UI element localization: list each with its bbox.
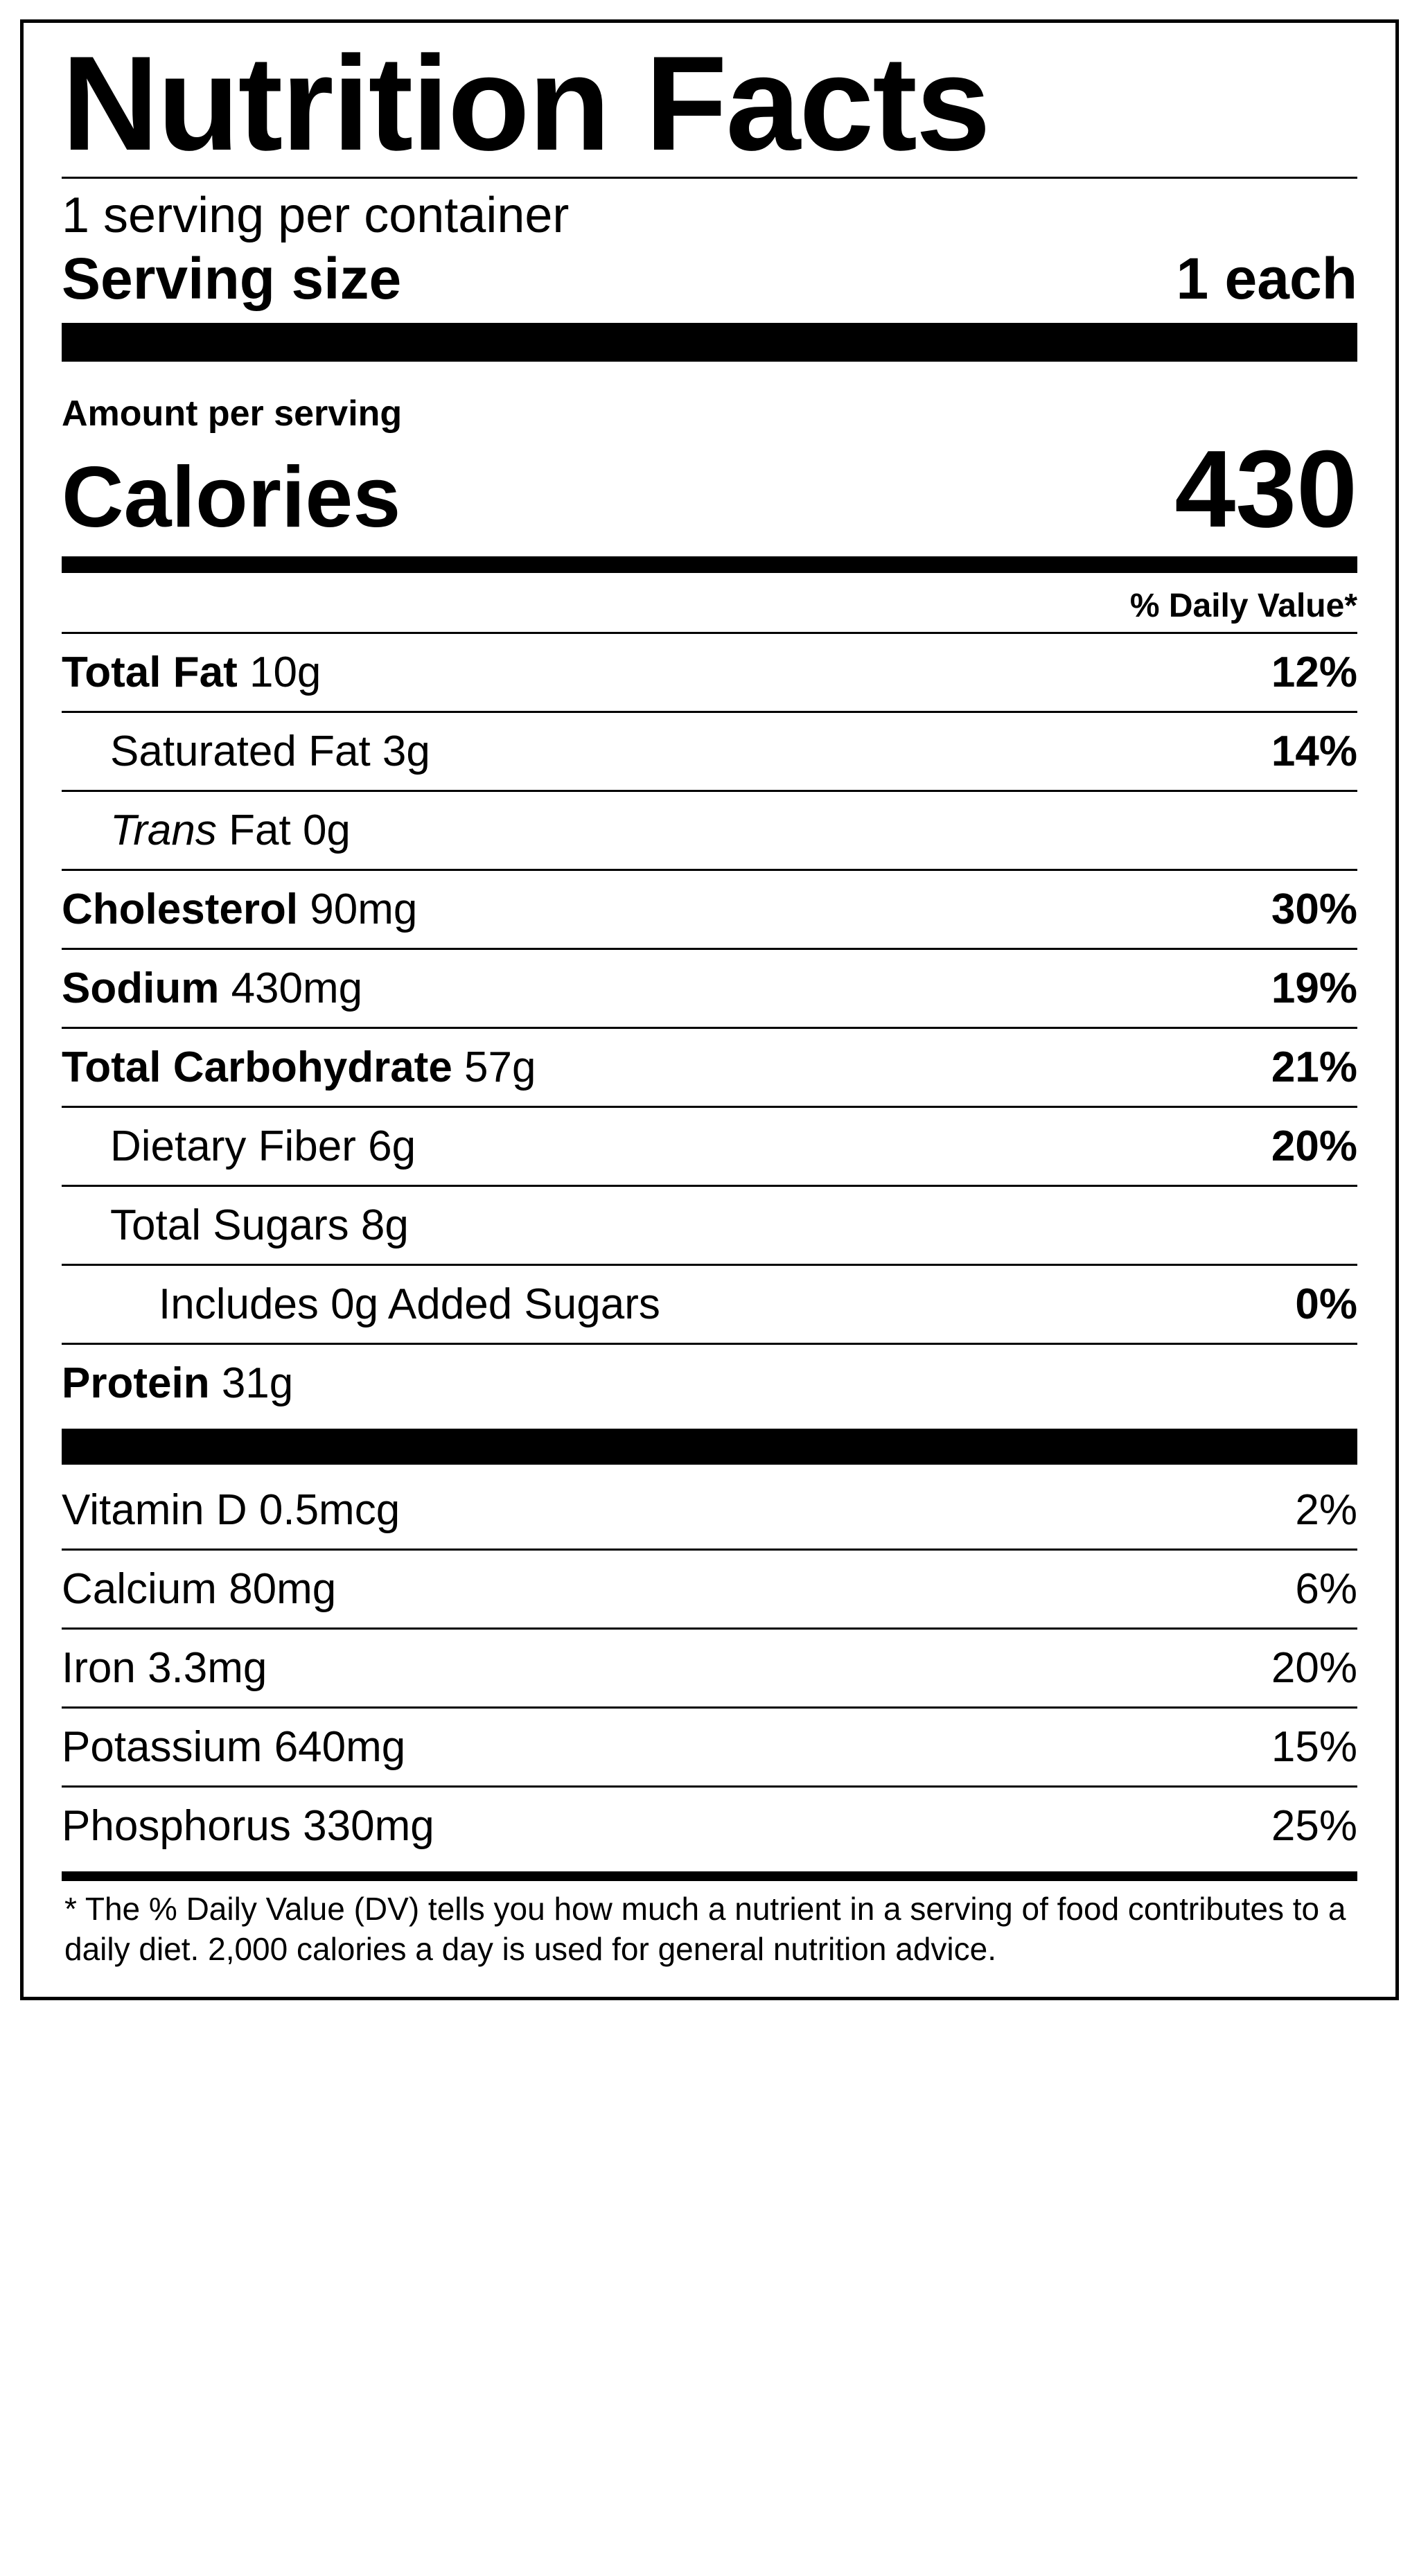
servings-per-container: 1 serving per container (62, 184, 1357, 247)
amount-per-serving: Amount per serving (62, 393, 1357, 434)
nutrient-row-cholesterol: Cholesterol 90mg 30% (62, 869, 1357, 948)
nutrient-name: Includes 0g Added Sugars (159, 1280, 660, 1329)
nutrient-row-trans-fat: Trans Fat 0g (62, 790, 1357, 869)
serving-size-value: 1 each (1176, 247, 1357, 310)
daily-value-header: % Daily Value* (62, 580, 1357, 632)
serving-size-row: Serving size 1 each (62, 247, 1357, 310)
nutrient-row-saturated-fat: Saturated Fat 3g 14% (62, 711, 1357, 790)
nutrient-name: Sodium 430mg (62, 964, 362, 1013)
nutrient-row-vitamin-d: Vitamin D 0.5mcg 2% (62, 1472, 1357, 1549)
nutrient-name: Iron 3.3mg (62, 1643, 267, 1693)
nutrient-name: Potassium 640mg (62, 1722, 405, 1772)
nutrient-row-total-carbohydrate: Total Carbohydrate 57g 21% (62, 1027, 1357, 1106)
nutrient-name: Total Fat 10g (62, 648, 321, 697)
nutrient-dv: 2% (1295, 1485, 1357, 1535)
nutrient-dv: 6% (1295, 1564, 1357, 1614)
nutrient-row-protein: Protein 31g (62, 1343, 1357, 1422)
nutrition-facts-label: Nutrition Facts 1 serving per container … (20, 19, 1399, 2000)
label-title: Nutrition Facts (62, 37, 1357, 171)
nutrient-dv: 21% (1271, 1043, 1357, 1092)
nutrient-dv: 25% (1271, 1801, 1357, 1851)
nutrient-row-phosphorus: Phosphorus 330mg 25% (62, 1785, 1357, 1864)
nutrient-dv: 0% (1295, 1280, 1357, 1329)
nutrient-name: Protein 31g (62, 1359, 293, 1408)
nutrient-name: Saturated Fat 3g (110, 727, 430, 776)
nutrient-row-total-sugars: Total Sugars 8g (62, 1185, 1357, 1264)
calories-label: Calories (62, 455, 400, 540)
nutrient-name: Total Sugars 8g (110, 1201, 409, 1250)
nutrient-dv: 30% (1271, 885, 1357, 934)
nutrient-name: Dietary Fiber 6g (110, 1122, 416, 1171)
nutrient-row-added-sugars: Includes 0g Added Sugars 0% (62, 1264, 1357, 1343)
nutrient-row-potassium: Potassium 640mg 15% (62, 1706, 1357, 1785)
nutrient-name: Total Carbohydrate 57g (62, 1043, 536, 1092)
calories-value: 430 (1174, 434, 1357, 544)
nutrient-dv: 19% (1271, 964, 1357, 1013)
nutrient-name: Vitamin D 0.5mcg (62, 1485, 400, 1535)
divider-thick (62, 556, 1357, 573)
nutrient-dv: 20% (1271, 1643, 1357, 1693)
calories-row: Calories 430 (62, 434, 1357, 544)
nutrient-name: Cholesterol 90mg (62, 885, 417, 934)
divider-thick (62, 1871, 1357, 1881)
divider-thick (62, 1429, 1357, 1465)
nutrient-dv: 14% (1271, 727, 1357, 776)
nutrient-dv: 12% (1271, 648, 1357, 697)
nutrient-dv: 15% (1271, 1722, 1357, 1772)
nutrient-row-calcium: Calcium 80mg 6% (62, 1549, 1357, 1627)
nutrient-row-dietary-fiber: Dietary Fiber 6g 20% (62, 1106, 1357, 1185)
serving-size-label: Serving size (62, 247, 401, 310)
nutrient-row-iron: Iron 3.3mg 20% (62, 1627, 1357, 1706)
divider-thick (62, 323, 1357, 362)
nutrient-name: Phosphorus 330mg (62, 1801, 434, 1851)
nutrient-row-total-fat: Total Fat 10g 12% (62, 632, 1357, 711)
nutrient-row-sodium: Sodium 430mg 19% (62, 948, 1357, 1027)
daily-value-footnote: * The % Daily Value (DV) tells you how m… (62, 1889, 1357, 1983)
nutrient-name: Trans Fat 0g (110, 806, 351, 855)
nutrient-name: Calcium 80mg (62, 1564, 336, 1614)
vitamins-section: Vitamin D 0.5mcg 2% Calcium 80mg 6% Iron… (62, 1472, 1357, 1864)
nutrient-dv: 20% (1271, 1122, 1357, 1171)
